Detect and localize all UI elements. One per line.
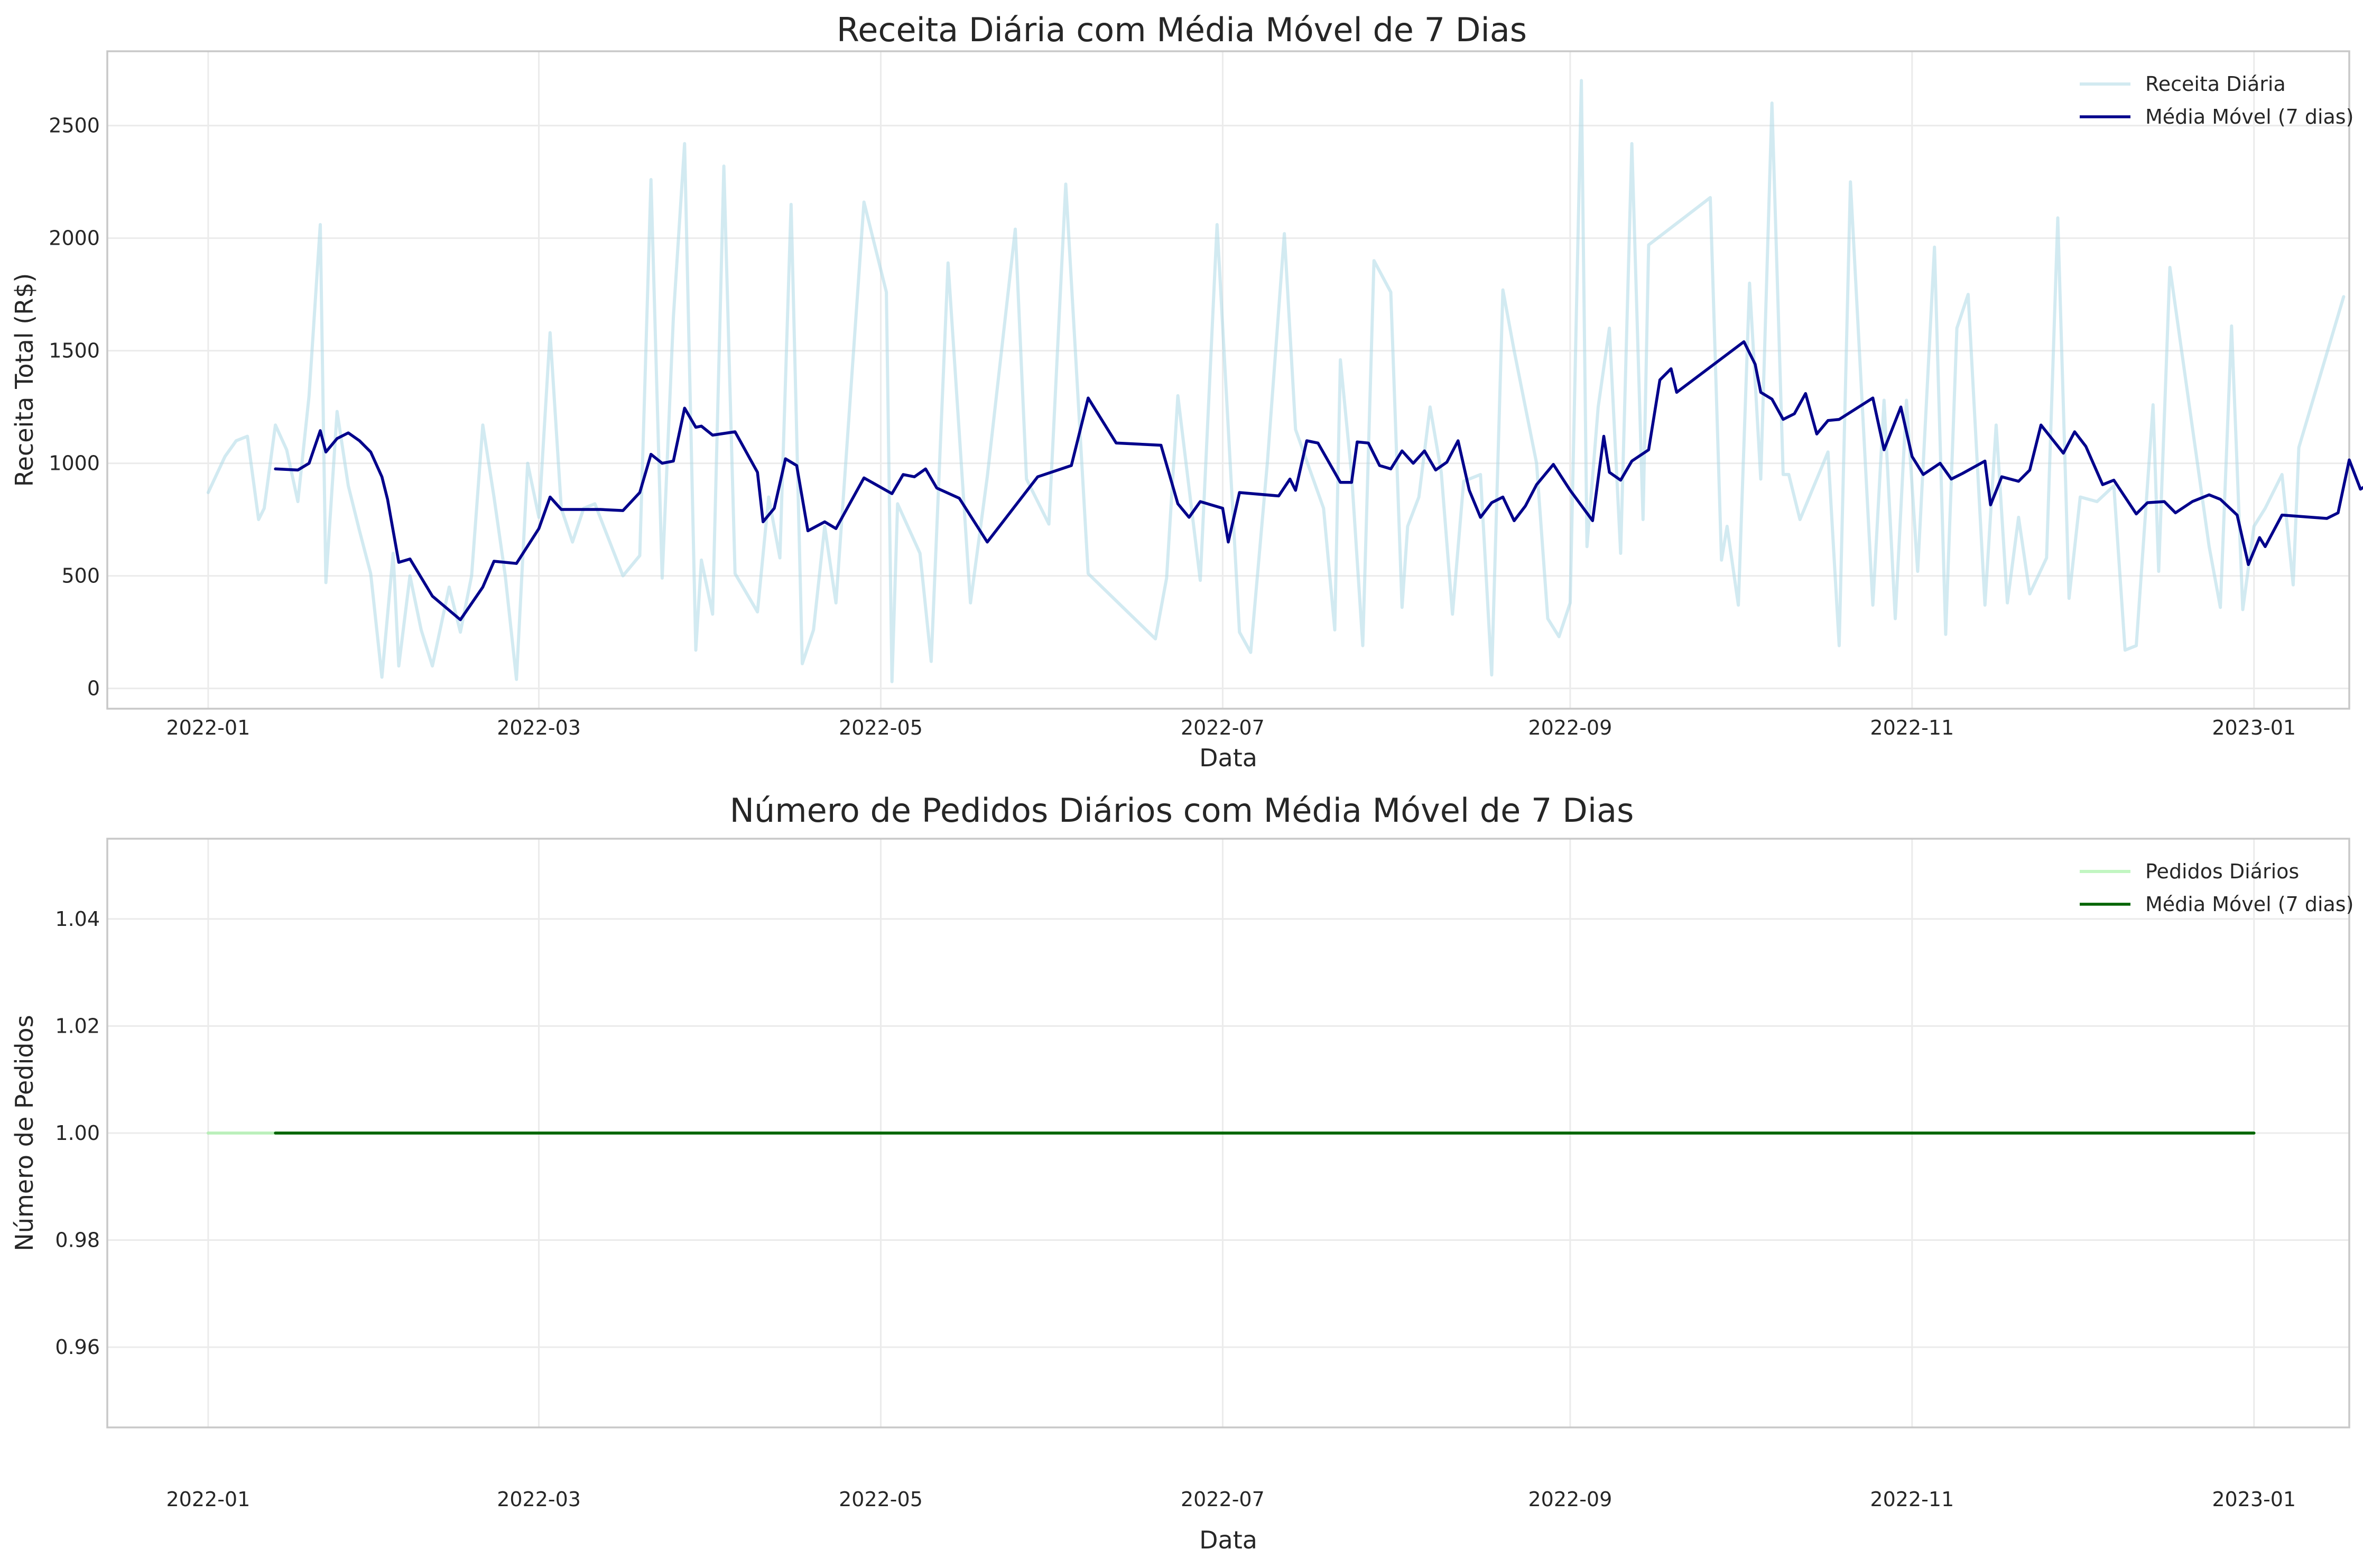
x-tick-label: 2022-11 bbox=[1870, 1488, 1954, 1511]
revenue-grid bbox=[107, 51, 2349, 709]
legend-entry: Pedidos Diários bbox=[2145, 860, 2299, 883]
x-tick-label: 2022-05 bbox=[839, 716, 923, 739]
x-tick-label: 2022-07 bbox=[1181, 716, 1265, 739]
x-tick-label: 2022-09 bbox=[1528, 716, 1613, 739]
legend-entry: Média Móvel (7 dias) bbox=[2145, 105, 2353, 128]
revenue-lines bbox=[206, 79, 2363, 683]
revenue-plot-frame bbox=[106, 50, 2350, 710]
orders-y-axis-label: Número de Pedidos bbox=[10, 1015, 39, 1251]
revenue-y-axis-label: Receita Total (R$) bbox=[10, 273, 39, 487]
y-tick-label: 1500 bbox=[49, 339, 100, 363]
revenue-ticks: 2022-01 2022-03 2022-05 2022-07 2022-09 2022-… bbox=[49, 114, 2296, 739]
y-tick-label: 0.96 bbox=[55, 1335, 100, 1359]
legend-entry: Média Móvel (7 dias) bbox=[2145, 893, 2353, 916]
y-tick-label: 1000 bbox=[49, 452, 100, 475]
orders-chart-title: Número de Pedidos Diários com Média Móve… bbox=[730, 791, 1634, 830]
y-tick-label: 0.98 bbox=[55, 1229, 100, 1252]
y-tick-label: 0 bbox=[87, 677, 100, 700]
y-tick-label: 2500 bbox=[49, 114, 100, 137]
y-tick-label: 500 bbox=[61, 564, 100, 588]
revenue-legend: Receita Diária Média Móvel (7 dias) bbox=[2080, 72, 2353, 128]
x-tick-label: 2022-01 bbox=[166, 1488, 250, 1511]
x-tick-label: 2022-09 bbox=[1528, 1488, 1613, 1511]
x-tick-label: 2022-05 bbox=[839, 1488, 923, 1511]
y-tick-label: 1.02 bbox=[55, 1014, 100, 1037]
y-tick-label: 2000 bbox=[49, 227, 100, 250]
x-tick-label: 2022-03 bbox=[497, 1488, 581, 1511]
orders-chart: Número de Pedidos Diários com Média Móve… bbox=[10, 791, 2353, 1554]
y-tick-label: 1.04 bbox=[55, 907, 100, 931]
orders-legend: Pedidos Diários Média Móvel (7 dias) bbox=[2080, 860, 2353, 916]
revenue-chart: Receita Diária com Média Móvel de 7 Dias… bbox=[10, 11, 2363, 772]
daily-series-line bbox=[206, 79, 2346, 683]
x-tick-label: 2023-01 bbox=[2212, 716, 2296, 739]
moving-average-line bbox=[274, 340, 2363, 621]
orders-ticks: 2022-01 2022-03 2022-05 2022-07 2022-09 2022-… bbox=[55, 907, 2296, 1511]
revenue-chart-title: Receita Diária com Média Móvel de 7 Dias bbox=[837, 11, 1527, 49]
orders-plot-frame bbox=[106, 838, 2350, 1428]
x-tick-label: 2022-11 bbox=[1870, 716, 1954, 739]
x-tick-label: 2022-07 bbox=[1181, 1488, 1265, 1511]
x-tick-label: 2022-03 bbox=[497, 716, 581, 739]
orders-x-axis-label: Data bbox=[1199, 1526, 1257, 1554]
revenue-x-axis-label: Data bbox=[1199, 744, 1257, 772]
y-tick-label: 1.00 bbox=[55, 1121, 100, 1145]
x-tick-label: 2022-01 bbox=[166, 716, 250, 739]
legend-entry: Receita Diária bbox=[2145, 72, 2286, 96]
x-tick-label: 2023-01 bbox=[2212, 1488, 2296, 1511]
